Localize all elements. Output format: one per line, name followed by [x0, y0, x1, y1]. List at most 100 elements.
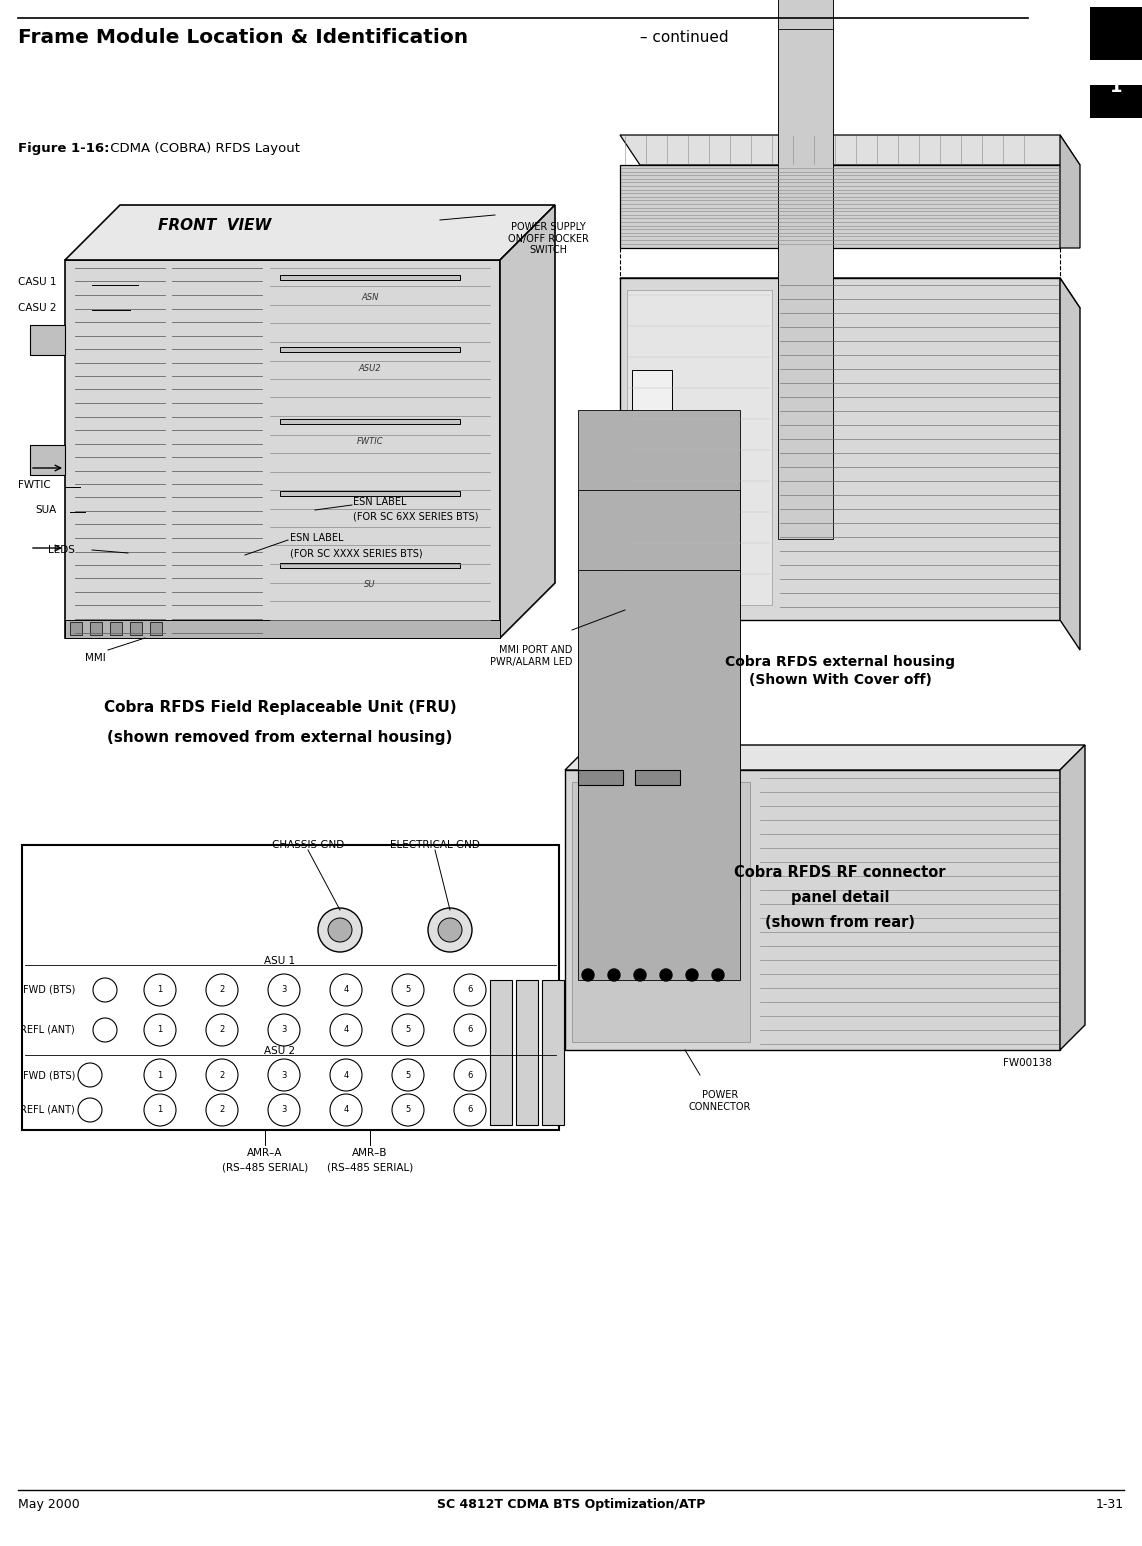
Circle shape [711, 889, 724, 901]
Text: Figure 1-16:: Figure 1-16: [18, 142, 110, 155]
Circle shape [455, 1095, 486, 1125]
Bar [150, 621, 162, 635]
Bar [635, 770, 679, 785]
Circle shape [268, 1059, 300, 1091]
Bar [130, 621, 142, 635]
Circle shape [582, 969, 594, 982]
Text: 4: 4 [344, 985, 348, 994]
Circle shape [144, 974, 176, 1006]
Circle shape [455, 1059, 486, 1091]
Circle shape [634, 969, 646, 982]
Text: 6: 6 [467, 1105, 473, 1115]
Text: FWTIC: FWTIC [18, 479, 50, 490]
Polygon shape [1060, 135, 1080, 247]
Bar [22, 846, 558, 1130]
Text: FWD (BTS): FWD (BTS) [23, 1070, 75, 1081]
Text: 1: 1 [158, 1025, 162, 1034]
Text: SC 4812T CDMA BTS Optimization/ATP: SC 4812T CDMA BTS Optimization/ATP [436, 1498, 706, 1510]
Text: ESN LABEL: ESN LABEL [290, 533, 344, 543]
Text: SUA: SUA [35, 506, 56, 515]
Text: (FOR SC XXXX SERIES BTS): (FOR SC XXXX SERIES BTS) [290, 547, 423, 558]
Circle shape [660, 809, 671, 821]
Text: REFL (ANT): REFL (ANT) [21, 1105, 75, 1115]
Text: – continued: – continued [635, 29, 729, 45]
Text: 3: 3 [281, 1105, 287, 1115]
Bar [280, 275, 460, 280]
Text: Cobra RFDS RF connector: Cobra RFDS RF connector [734, 866, 946, 880]
Bar [578, 770, 624, 785]
Bar [625, 586, 657, 608]
Text: panel detail: panel detail [790, 890, 890, 904]
Circle shape [268, 1014, 300, 1047]
Text: AMR–B: AMR–B [352, 1149, 388, 1158]
Polygon shape [30, 325, 65, 356]
Circle shape [686, 969, 698, 982]
Text: 1: 1 [1110, 77, 1123, 96]
Text: ESN LABEL: ESN LABEL [353, 496, 407, 507]
Bar [578, 410, 740, 819]
Circle shape [660, 889, 671, 901]
Bar [280, 419, 460, 424]
Bar [110, 621, 122, 635]
Circle shape [328, 918, 352, 942]
Bar [542, 980, 564, 1125]
Bar [778, 29, 833, 540]
Text: 1: 1 [158, 985, 162, 994]
Text: ELECTRICAL GND: ELECTRICAL GND [391, 839, 480, 850]
Circle shape [268, 1095, 300, 1125]
Text: 2: 2 [219, 985, 225, 994]
Text: Cobra RFDS external housing: Cobra RFDS external housing [725, 656, 955, 669]
Text: 4: 4 [344, 1025, 348, 1034]
Text: REFL (ANT): REFL (ANT) [21, 1025, 75, 1034]
Text: SU: SU [364, 580, 376, 589]
Circle shape [392, 1014, 424, 1047]
Text: POWER
CONNECTOR: POWER CONNECTOR [689, 1090, 751, 1112]
Text: MMI PORT AND
PWR/ALARM LED: MMI PORT AND PWR/ALARM LED [490, 645, 572, 666]
Polygon shape [1060, 278, 1080, 649]
Polygon shape [500, 206, 555, 638]
Text: 3: 3 [281, 1070, 287, 1079]
Circle shape [428, 908, 472, 952]
Text: ASU 1: ASU 1 [265, 955, 296, 966]
Circle shape [330, 1059, 362, 1091]
Text: FRONT  VIEW: FRONT VIEW [159, 218, 272, 233]
Text: 2: 2 [219, 1025, 225, 1034]
Circle shape [660, 969, 671, 982]
Circle shape [392, 974, 424, 1006]
Text: MMI: MMI [85, 652, 106, 663]
Bar [70, 621, 82, 635]
Text: ASU 2: ASU 2 [265, 1047, 296, 1056]
Circle shape [608, 969, 620, 982]
Bar [65, 620, 500, 638]
Bar [578, 490, 740, 900]
Circle shape [686, 809, 698, 821]
Circle shape [268, 974, 300, 1006]
Circle shape [206, 1095, 238, 1125]
Circle shape [144, 1059, 176, 1091]
Circle shape [206, 1059, 238, 1091]
Bar [490, 980, 512, 1125]
Bar [627, 291, 772, 604]
Text: (shown from rear): (shown from rear) [765, 915, 915, 931]
Circle shape [634, 889, 646, 901]
Bar [280, 563, 460, 567]
Polygon shape [65, 260, 500, 638]
Text: 2: 2 [219, 1070, 225, 1079]
Text: 5: 5 [405, 1025, 411, 1034]
Circle shape [93, 1017, 116, 1042]
Circle shape [455, 974, 486, 1006]
Text: FWD (BTS): FWD (BTS) [23, 985, 75, 996]
Polygon shape [620, 278, 1080, 308]
Text: (shown removed from external housing): (shown removed from external housing) [107, 730, 452, 745]
Text: CASU 2: CASU 2 [18, 303, 56, 312]
Circle shape [93, 979, 116, 1002]
Text: LEDS: LEDS [48, 546, 75, 555]
Circle shape [582, 889, 594, 901]
Bar [778, 0, 833, 305]
Circle shape [711, 969, 724, 982]
Circle shape [330, 1095, 362, 1125]
Text: 5: 5 [405, 985, 411, 994]
Circle shape [439, 918, 463, 942]
Polygon shape [565, 745, 1085, 770]
Text: (FOR SC 6XX SERIES BTS): (FOR SC 6XX SERIES BTS) [353, 512, 478, 523]
